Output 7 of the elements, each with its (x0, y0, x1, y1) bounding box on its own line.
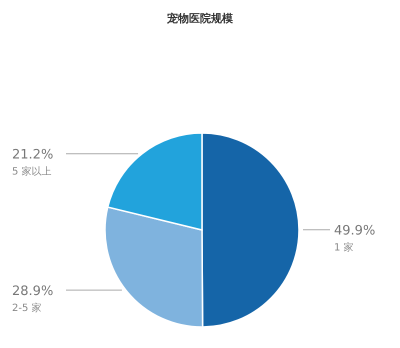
chart-title: 宠物医院规模 (166, 12, 234, 25)
slice-label: 5 家以上 (12, 166, 52, 178)
data-label: 49.9% (334, 224, 376, 239)
slice-label: 1 家 (334, 242, 354, 254)
data-label: 21.2% (12, 148, 54, 163)
data-label: 28.9% (12, 284, 54, 300)
slice-label: 2-5 家 (12, 302, 42, 314)
